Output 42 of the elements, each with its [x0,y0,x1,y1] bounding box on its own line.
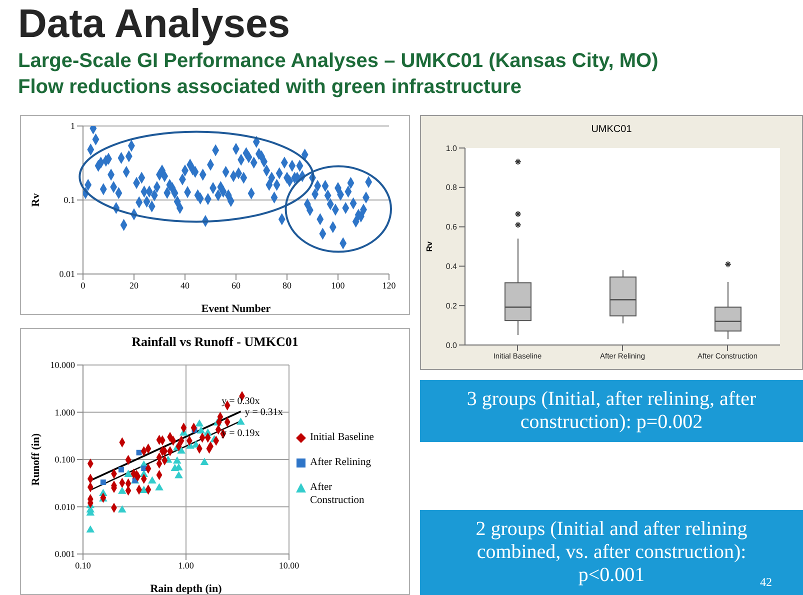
y-tick-label: 0.001 [54,549,75,560]
y-tick-label: 0.0 [446,340,458,350]
x-tick-label: 120 [382,280,396,290]
y-axis-title: Rv [424,240,434,252]
x-tick-label: 100 [331,280,346,290]
y-tick-label: 10.000 [50,360,76,370]
x-axis-title: Event Number [201,303,271,315]
chart-title: Rainfall vs Runoff - UMKC01 [130,333,300,351]
x-tick-label: 60 [232,280,241,290]
x-tick-label: 40 [180,280,190,290]
text: 2 groups (Initial and after relining combined, vs. after construction): p<0.001 [476,518,748,586]
y-axis-title: Rv [30,192,42,207]
y-tick-label: 0.010 [54,502,76,512]
x-tick-label: 1.00 [178,560,194,570]
text: Flow reductions associated with green infrastructure [18,75,522,100]
text: Large-Scale GI Performance Analyses – UMKC01 (Kansas City, MO) [18,49,660,74]
y-tick-label: 1.000 [54,407,76,418]
x-tick-label: 0 [80,280,86,290]
x-tick-label: 10.00 [278,560,300,570]
text: Data Analyses [18,1,291,48]
y-tick-label: 0.100 [54,454,76,465]
y-tick-label: 1.0 [446,144,458,153]
x-axis-title: Rain depth (in) [150,583,222,595]
legend-label: After Relining [310,456,371,468]
text: 42 [760,575,772,590]
legend-label: After Construction [310,480,366,506]
text: 3 groups (Initial, after relining, after construction): p=0.002 [466,388,758,434]
y-tick-label: 0.8 [446,183,458,192]
chart-title: UMKC01 [590,123,633,137]
y-axis-title: Runoff (in) [30,433,42,486]
y-tick-label: 0.6 [446,222,458,232]
x-tick-label: 80 [282,280,292,290]
x-tick-label: 0.10 [75,560,92,570]
y-tick-label: 0.4 [446,262,458,272]
y-tick-label: 1 [70,121,75,132]
annotation: y = 0.31x [244,406,283,418]
y-tick-label: 0.2 [446,301,458,310]
legend-label: Initial Baseline [310,430,374,444]
y-tick-label: 0.01 [59,269,75,280]
annotation: y = 0.30x [222,396,260,407]
x-tick-label: 20 [130,280,139,290]
y-tick-label: 0.1 [64,195,75,206]
